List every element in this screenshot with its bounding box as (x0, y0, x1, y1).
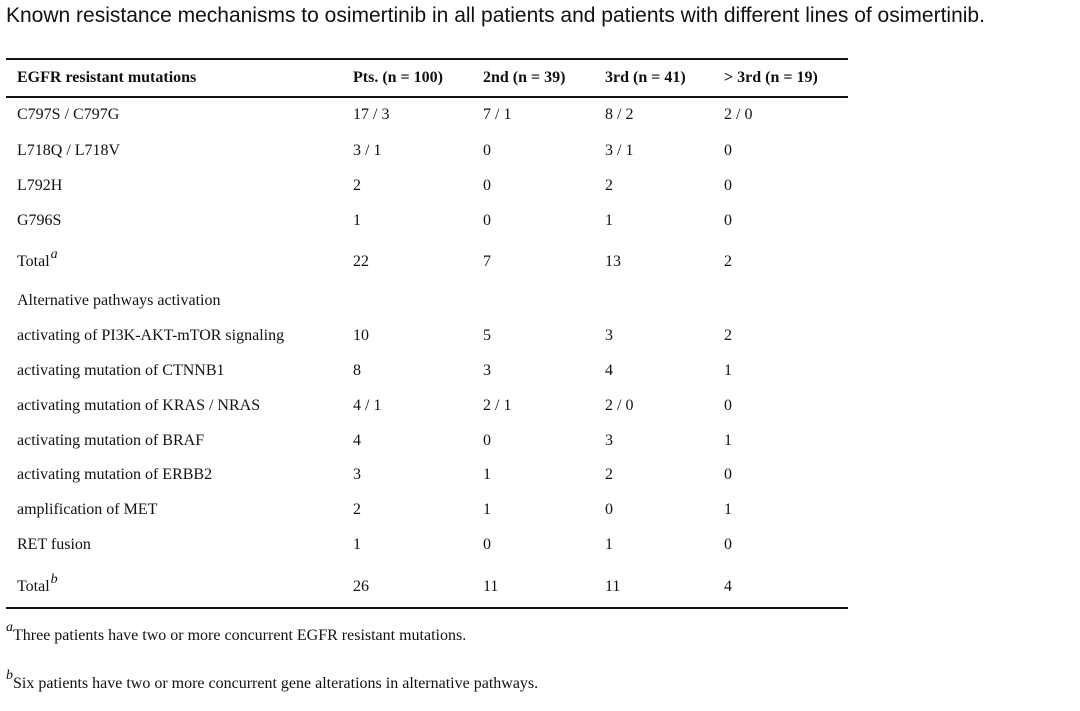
table-cell: 4 / 1 (353, 397, 382, 414)
row-label: activating mutation of BRAF (17, 432, 204, 450)
table-cell: 8 / 2 (605, 106, 634, 123)
table-cell: 4 (605, 362, 613, 379)
table-cell: 2 (724, 253, 732, 270)
row-label: RET fusion (17, 536, 91, 554)
table-cell: 1 (605, 212, 613, 229)
table-cell: 3 / 1 (605, 142, 634, 159)
table-top-rule (6, 58, 848, 60)
row-label: activating mutation of KRAS / NRAS (17, 397, 260, 415)
table-cell: 2 / 0 (605, 397, 634, 414)
table-cell: 2 / 1 (483, 397, 512, 414)
row-label: L792H (17, 177, 62, 195)
table-cell: 2 (605, 177, 613, 194)
row-label-text: activating mutation of BRAF (17, 432, 205, 449)
table-cell: 0 (724, 536, 732, 553)
table-cell: 0 (724, 177, 732, 194)
row-label-text: Alternative pathways activation (17, 292, 221, 309)
footnote-text: Six patients have two or more concurrent… (13, 675, 539, 692)
row-label-text: C797S / C797G (17, 106, 120, 123)
row-label-text: Total (17, 253, 50, 270)
table-cell: 22 (353, 253, 369, 270)
header-cell-3rd: 3rd (n = 41) (605, 69, 686, 86)
row-label-text: RET fusion (17, 536, 91, 553)
table-cell: 5 (483, 327, 491, 344)
row-label-text: L792H (17, 177, 63, 194)
table-cell: 1 (605, 536, 613, 553)
table-cell: 1 (483, 466, 491, 483)
table-header-rule (6, 96, 848, 98)
table-cell: 0 (724, 142, 732, 159)
row-label-superscript: b (50, 572, 58, 587)
row-label-text: G796S (17, 212, 62, 229)
table-cell: 7 (483, 253, 491, 270)
table-cell: 3 (605, 432, 613, 449)
table-cell: 2 (724, 327, 732, 344)
table-cell: 7 / 1 (483, 106, 512, 123)
row-label-text: activating mutation of CTNNB1 (17, 362, 225, 379)
table-cell: 0 (483, 177, 491, 194)
table-cell: 1 (483, 501, 491, 518)
table-cell: 2 (353, 501, 361, 518)
footnote-mark: a (6, 620, 13, 635)
row-label: L718Q / L718V (17, 142, 120, 160)
row-label: amplification of MET (17, 501, 157, 519)
table-cell: 3 (605, 327, 613, 344)
row-label: Alternative pathways activation (17, 292, 220, 310)
row-label-text: Total (17, 578, 50, 595)
header-cell-over-3rd: > 3rd (n = 19) (724, 69, 818, 86)
table-cell: 0 (724, 212, 732, 229)
table-cell: 13 (605, 253, 621, 270)
row-label: G796S (17, 212, 61, 230)
footnote-text: Three patients have two or more concurre… (13, 627, 467, 644)
table-cell: 0 (724, 466, 732, 483)
table-cell: 2 (605, 466, 613, 483)
row-label: Totalb (17, 572, 58, 597)
table-cell: 4 (724, 578, 732, 595)
table-cell: 11 (483, 578, 499, 595)
row-label: C797S / C797G (17, 106, 119, 124)
table-cell: 1 (724, 501, 732, 518)
table-cell: 0 (483, 536, 491, 553)
row-label-text: activating of PI3K-AKT-mTOR signaling (17, 327, 285, 344)
footnote-b: bSix patients have two or more concurren… (6, 668, 539, 693)
table-cell: 3 (483, 362, 491, 379)
table-cell: 1 (724, 362, 732, 379)
row-label: activating of PI3K-AKT-mTOR signaling (17, 327, 284, 345)
table-cell: 17 / 3 (353, 106, 390, 123)
table-cell: 1 (724, 432, 732, 449)
table-cell: 2 (353, 177, 361, 194)
table-cell: 0 (483, 212, 491, 229)
row-label: activating mutation of ERBB2 (17, 466, 212, 484)
table-cell: 0 (483, 142, 491, 159)
row-label: Totala (17, 247, 58, 272)
row-label-superscript: a (50, 247, 58, 262)
footnote-a: aThree patients have two or more concurr… (6, 620, 467, 645)
row-label: activating mutation of CTNNB1 (17, 362, 225, 380)
table-cell: 3 (353, 466, 361, 483)
table-cell: 0 (483, 432, 491, 449)
table-cell: 8 (353, 362, 361, 379)
table-cell: 0 (724, 397, 732, 414)
table-caption: Known resistance mechanisms to osimertin… (6, 4, 985, 27)
table-cell: 4 (353, 432, 361, 449)
row-label-text: amplification of MET (17, 501, 158, 518)
header-cell-2nd: 2nd (n = 39) (483, 69, 566, 86)
table-cell: 26 (353, 578, 369, 595)
row-label-text: activating mutation of ERBB2 (17, 466, 213, 483)
table-cell: 0 (605, 501, 613, 518)
row-label-text: L718Q / L718V (17, 142, 121, 159)
table-cell: 1 (353, 212, 361, 229)
header-cell-pts: Pts. (n = 100) (353, 69, 443, 86)
table-cell: 11 (605, 578, 621, 595)
footnote-mark: b (6, 668, 13, 683)
table-cell: 3 / 1 (353, 142, 382, 159)
table-bottom-rule (6, 607, 848, 609)
table-cell: 10 (353, 327, 369, 344)
table-cell: 1 (353, 536, 361, 553)
header-cell-mutations: EGFR resistant mutations (17, 69, 197, 86)
row-label-text: activating mutation of KRAS / NRAS (17, 397, 261, 414)
table-cell: 2 / 0 (724, 106, 753, 123)
